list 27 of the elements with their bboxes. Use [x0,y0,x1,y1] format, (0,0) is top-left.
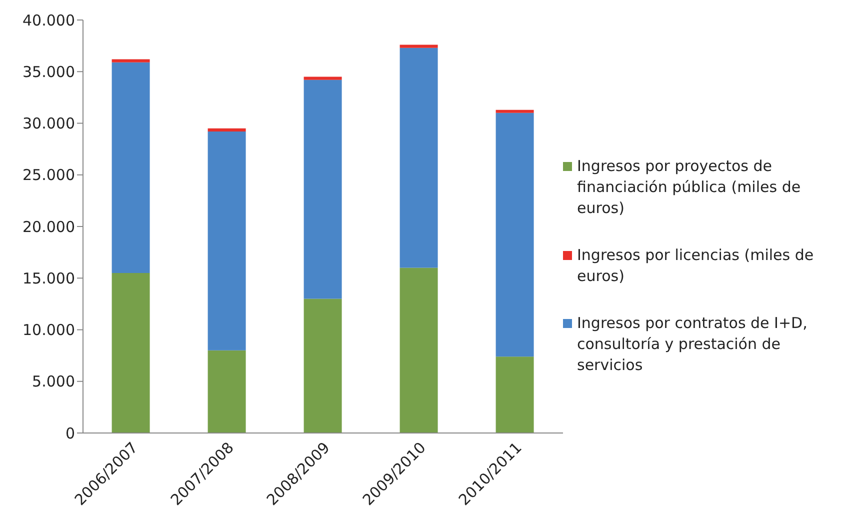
bar [496,112,534,357]
y-tick-label: 35.000 [22,62,75,81]
bar [112,62,150,273]
bar [112,272,150,433]
bar [304,298,342,433]
y-tick-label: 5.000 [32,372,75,391]
bar [400,44,438,48]
bar [496,356,534,433]
bar [304,76,342,80]
y-tick-label: 30.000 [22,114,75,133]
y-tick-label: 25.000 [22,166,75,184]
bar [496,110,534,113]
bar [400,48,438,268]
y-tick-label: 20.000 [22,218,75,236]
y-tick-label: 10.000 [22,321,75,340]
bar [208,132,246,350]
bar [208,350,246,433]
legend-label: Ingresos por proyectos de financiación pública (miles de euros) [577,156,802,218]
y-tick-label: 15.000 [22,269,75,288]
bar [304,80,342,299]
bar [208,128,246,132]
y-tick-label: 0 [65,424,75,442]
bar [112,59,150,62]
legend-label: Ingresos por licencias (miles de euros) [577,244,815,286]
bar [400,268,438,433]
legend-label: Ingresos por contratos de I+D, consultoría y prestación de servicios [577,312,808,376]
y-tick-label: 40.000 [22,11,75,30]
